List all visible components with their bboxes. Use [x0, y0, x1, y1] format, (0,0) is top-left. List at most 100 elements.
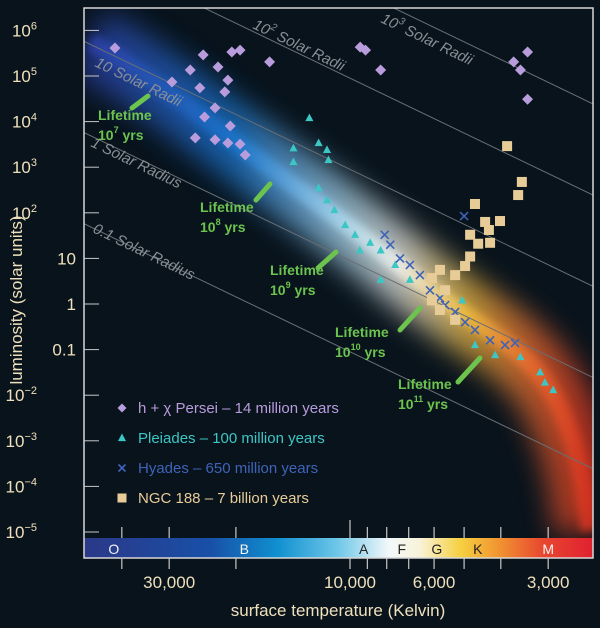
series-cross [380, 211, 520, 350]
text-part: yrs [221, 219, 246, 235]
point-diamond [522, 93, 534, 105]
spectral-class-label: F [398, 541, 407, 557]
point-diamond [375, 64, 387, 76]
legend-label: Pleiades – 100 million years [138, 430, 325, 447]
legend: h + χ Persei – 14 million years Pleiades … [117, 400, 339, 507]
point-diamond [514, 64, 526, 76]
point-square [440, 285, 451, 296]
radius-label: 103 Solar Radii [378, 8, 477, 69]
text-part: 10 [6, 386, 25, 405]
text-part: Lifetime [270, 262, 324, 278]
point-cross [460, 317, 470, 327]
y-tick-label: 102 [12, 203, 37, 223]
lifetime-value: 1011 yrs [398, 394, 448, 412]
superscript: 11 [414, 394, 424, 404]
band-core [85, 34, 593, 532]
lifetime-value: 107 yrs [98, 125, 144, 143]
lifetime-word: Lifetime [200, 199, 254, 215]
text-part: yrs [423, 396, 448, 412]
point-diamond [224, 120, 236, 132]
point-diamond [222, 137, 234, 149]
legend-square-icon [117, 493, 127, 503]
point-triangle [366, 238, 375, 246]
lifetime-pointer [253, 181, 273, 203]
point-triangle [289, 157, 298, 166]
point-diamond [212, 61, 224, 73]
point-triangle [391, 260, 400, 269]
text-part: 10 [270, 282, 286, 298]
x-tick-label: 30,000 [143, 573, 195, 592]
y-tick-label: 105 [12, 66, 37, 86]
point-cross [380, 230, 390, 240]
point-square [460, 261, 471, 272]
point-triangle [330, 205, 339, 214]
data-points [109, 41, 558, 394]
series-diamond [109, 41, 534, 161]
series-triangle [289, 113, 558, 394]
y-tick-label: 106 [12, 20, 37, 40]
point-diamond [522, 46, 534, 58]
plot-frame [83, 7, 594, 559]
point-cross [459, 211, 469, 221]
point-square [426, 295, 437, 306]
lifetime-pointer [455, 355, 483, 385]
superscript: 2 [268, 21, 279, 34]
text-part: 1 [67, 295, 76, 314]
text-part: 10 [12, 158, 31, 177]
text-part: 1 Solar Radius [88, 134, 184, 192]
point-cross [395, 253, 405, 263]
legend-diamond-icon [117, 403, 127, 413]
point-cross [510, 338, 520, 348]
point-triangle [289, 143, 298, 152]
point-triangle [470, 340, 480, 349]
spectral-class-label: O [108, 541, 119, 557]
point-triangle [324, 155, 333, 164]
point-triangle [376, 275, 385, 283]
y-tick-label: 10−4 [6, 476, 37, 496]
text-part: 10 [6, 432, 25, 451]
point-diamond [360, 44, 372, 56]
lifetime-pointer [315, 249, 339, 271]
point-triangle [355, 245, 364, 254]
text-part: Lifetime [200, 199, 254, 215]
main-sequence-band [84, 11, 593, 536]
point-diamond [264, 56, 276, 68]
superscript: 5 [31, 66, 37, 78]
text-part: 10 [12, 204, 31, 223]
text-part: Lifetime [335, 324, 389, 340]
text-part: 10 [98, 127, 114, 143]
lifetime-value: 109 yrs [270, 280, 316, 298]
text-part: 10 [57, 249, 76, 268]
spectral-class-label: B [240, 541, 249, 557]
point-triangle [491, 350, 500, 359]
point-square [513, 190, 524, 201]
text-part: 10 [250, 16, 273, 39]
point-diamond [209, 134, 221, 146]
point-square [450, 270, 461, 281]
text-part: yrs [361, 344, 386, 360]
superscript: 6 [31, 20, 37, 32]
point-square [465, 229, 476, 240]
superscript: 10 [351, 342, 361, 352]
point-square [465, 251, 476, 262]
text-part: 0.1 Solar Radius [90, 220, 198, 284]
point-triangle [405, 275, 414, 283]
superscript: −3 [24, 431, 37, 443]
point-square [516, 176, 527, 187]
lifetime-pointer [129, 93, 151, 111]
x-tick-label: 3,000 [527, 573, 570, 592]
point-triangle [305, 113, 314, 122]
superscript: 2 [31, 203, 37, 215]
point-diamond [189, 132, 201, 144]
point-square [473, 238, 484, 249]
superscript: 3 [397, 16, 407, 29]
point-cross [500, 340, 510, 350]
point-diamond [219, 86, 231, 98]
radius-label: 1 Solar Radius [88, 134, 184, 192]
y-tick-label: 10−2 [6, 385, 37, 405]
radius-line [84, 223, 593, 470]
point-square [485, 237, 496, 248]
point-diamond [109, 42, 121, 54]
radius-label: 0.1 Solar Radius [90, 220, 198, 284]
